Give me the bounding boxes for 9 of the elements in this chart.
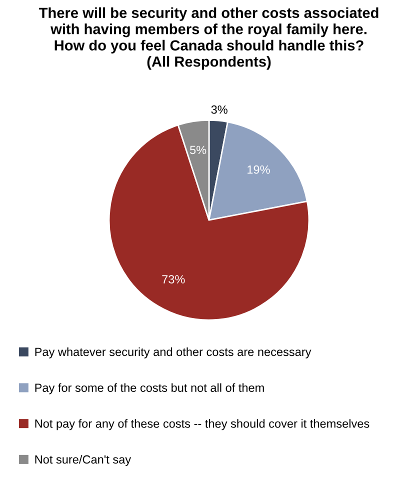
legend-label: Not pay for any of these costs -- they should cover it themselves (35, 419, 370, 430)
legend-label: Not sure/Can't say (35, 454, 132, 466)
data-label: 5% (190, 146, 206, 154)
legend-label: Pay for some of the costs but not all of them (35, 383, 264, 394)
chart-title: There will be security and other costs associated with having members of the royal family here. How do you feel Canada should handle this? (All Respondents) (38, 7, 378, 70)
legend-label: Pay whatever security and other costs are necessary (35, 347, 312, 358)
data-label: 3% (211, 105, 228, 114)
data-label: 73% (162, 275, 185, 284)
data-label: 19% (248, 165, 270, 174)
